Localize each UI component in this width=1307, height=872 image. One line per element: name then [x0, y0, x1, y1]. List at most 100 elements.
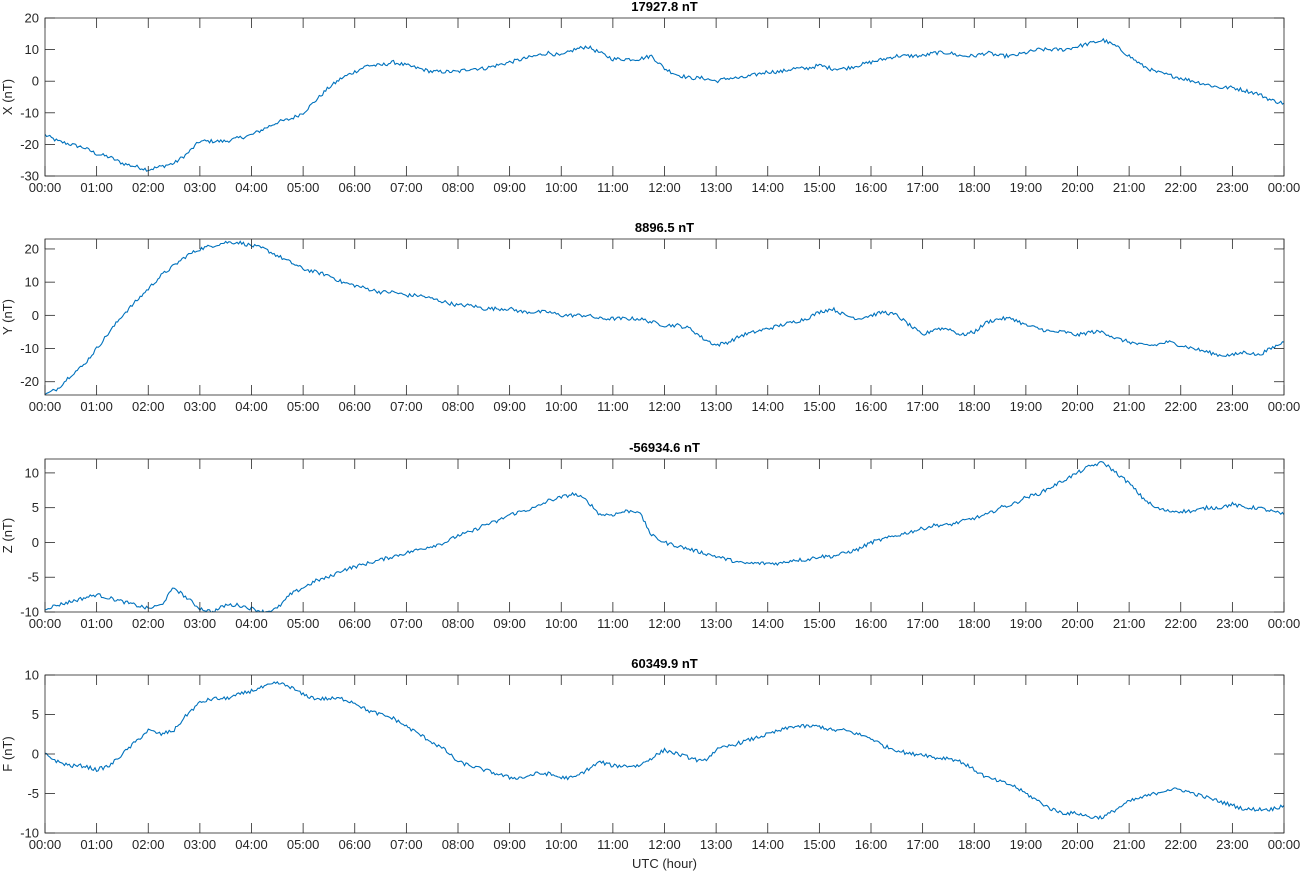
x-tick-label-z-16: 16:00 — [855, 616, 888, 631]
x-tick-label-z-7: 07:00 — [390, 616, 423, 631]
x-tick-label-z-2: 02:00 — [132, 616, 165, 631]
x-tick-label-x-23: 23:00 — [1216, 180, 1249, 195]
x-tick-label-f-12: 12:00 — [648, 837, 681, 852]
x-tick-label-y-21: 21:00 — [1113, 399, 1146, 414]
x-tick-label-y-3: 03:00 — [184, 399, 217, 414]
x-tick-label-f-8: 08:00 — [442, 837, 475, 852]
y-tick-label-x-5: 20 — [25, 11, 39, 26]
y-tick-label-y-4: 20 — [25, 241, 39, 256]
y-tick-label-z-1: -5 — [27, 570, 39, 585]
x-tick-label-z-3: 03:00 — [184, 616, 217, 631]
x-tick-label-x-3: 03:00 — [184, 180, 217, 195]
x-tick-label-f-15: 15:00 — [803, 837, 836, 852]
y-tick-label-x-4: 10 — [25, 42, 39, 57]
x-tick-label-f-6: 06:00 — [338, 837, 371, 852]
x-tick-label-x-1: 01:00 — [80, 180, 113, 195]
x-tick-label-f-24: 00:00 — [1268, 837, 1301, 852]
y-tick-label-x-2: -10 — [20, 105, 39, 120]
x-tick-label-y-15: 15:00 — [803, 399, 836, 414]
x-tick-label-x-7: 07:00 — [390, 180, 423, 195]
panel-title-z: -56934.6 nT — [629, 440, 700, 455]
series-line-y — [45, 240, 1284, 395]
x-tick-label-y-8: 08:00 — [442, 399, 475, 414]
x-tick-label-x-16: 16:00 — [855, 180, 888, 195]
x-tick-label-z-9: 09:00 — [493, 616, 526, 631]
y-tick-label-y-1: -10 — [20, 341, 39, 356]
y-tick-label-y-3: 10 — [25, 275, 39, 290]
x-tick-label-f-10: 10:00 — [545, 837, 578, 852]
x-tick-label-y-17: 17:00 — [906, 399, 939, 414]
x-tick-label-y-10: 10:00 — [545, 399, 578, 414]
x-tick-label-y-20: 20:00 — [1061, 399, 1094, 414]
x-tick-label-f-0: 00:00 — [29, 837, 62, 852]
x-tick-label-z-18: 18:00 — [958, 616, 991, 631]
x-tick-label-x-21: 21:00 — [1113, 180, 1146, 195]
x-tick-label-x-6: 06:00 — [338, 180, 371, 195]
y-axis-label-x: X (nT) — [0, 79, 15, 115]
x-tick-label-f-17: 17:00 — [906, 837, 939, 852]
x-tick-label-y-19: 19:00 — [1010, 399, 1043, 414]
x-tick-label-y-16: 16:00 — [855, 399, 888, 414]
x-tick-label-z-17: 17:00 — [906, 616, 939, 631]
x-tick-label-x-0: 00:00 — [29, 180, 62, 195]
y-tick-label-f-0: -10 — [20, 826, 39, 841]
x-tick-label-f-3: 03:00 — [184, 837, 217, 852]
panel-y: 00:00 01:00 02:00 03:00 04:00 05:00 06:00 07:00… — [0, 220, 1300, 414]
x-tick-label-z-12: 12:00 — [648, 616, 681, 631]
x-tick-label-x-19: 19:00 — [1010, 180, 1043, 195]
series-line-z — [45, 461, 1284, 612]
y-tick-label-f-3: 5 — [32, 707, 39, 722]
x-tick-label-x-9: 09:00 — [493, 180, 526, 195]
x-tick-label-z-8: 08:00 — [442, 616, 475, 631]
y-tick-label-x-1: -20 — [20, 137, 39, 152]
x-tick-label-x-22: 22:00 — [1164, 180, 1197, 195]
x-tick-label-y-9: 09:00 — [493, 399, 526, 414]
x-tick-label-z-5: 05:00 — [287, 616, 320, 631]
x-tick-label-f-4: 04:00 — [235, 837, 268, 852]
x-tick-label-x-15: 15:00 — [803, 180, 836, 195]
x-tick-label-f-1: 01:00 — [80, 837, 113, 852]
x-tick-label-f-2: 02:00 — [132, 837, 165, 852]
y-tick-label-z-3: 5 — [32, 500, 39, 515]
x-tick-label-y-13: 13:00 — [700, 399, 733, 414]
panel-title-x: 17927.8 nT — [631, 0, 698, 14]
y-tick-label-f-1: -5 — [27, 786, 39, 801]
x-tick-label-x-2: 02:00 — [132, 180, 165, 195]
x-tick-label-x-8: 08:00 — [442, 180, 475, 195]
x-tick-label-z-20: 20:00 — [1061, 616, 1094, 631]
x-tick-label-f-21: 21:00 — [1113, 837, 1146, 852]
x-tick-label-x-13: 13:00 — [700, 180, 733, 195]
y-axis-label-y: Y (nT) — [0, 299, 15, 335]
x-tick-label-z-24: 00:00 — [1268, 616, 1301, 631]
x-tick-label-f-23: 23:00 — [1216, 837, 1249, 852]
x-tick-label-y-6: 06:00 — [338, 399, 371, 414]
x-tick-label-f-14: 14:00 — [751, 837, 784, 852]
panel-x: 00:00 01:00 02:00 03:00 04:00 05:00 06:00 07:00… — [0, 0, 1300, 195]
series-line-f — [45, 680, 1284, 821]
y-tick-label-z-0: -10 — [20, 605, 39, 620]
series-line-x — [45, 37, 1284, 172]
panel-title-y: 8896.5 nT — [635, 220, 694, 235]
x-tick-label-y-22: 22:00 — [1164, 399, 1197, 414]
x-axis-label: UTC (hour) — [632, 856, 697, 871]
x-tick-label-y-12: 12:00 — [648, 399, 681, 414]
axes-box-f — [44, 674, 1285, 834]
y-axis-label-z: Z (nT) — [0, 518, 15, 553]
x-tick-label-z-4: 04:00 — [235, 616, 268, 631]
x-tick-label-f-20: 20:00 — [1061, 837, 1094, 852]
x-tick-label-y-11: 11:00 — [597, 399, 629, 414]
x-tick-label-z-10: 10:00 — [545, 616, 578, 631]
panel-z: 00:00 01:00 02:00 03:00 04:00 05:00 06:00 07:00… — [0, 440, 1300, 631]
x-tick-label-z-19: 19:00 — [1010, 616, 1043, 631]
x-tick-label-x-14: 14:00 — [751, 180, 784, 195]
y-tick-label-z-2: 0 — [32, 535, 39, 550]
x-tick-label-f-22: 22:00 — [1164, 837, 1197, 852]
x-tick-label-x-20: 20:00 — [1061, 180, 1094, 195]
x-tick-label-z-1: 01:00 — [80, 616, 113, 631]
x-tick-label-y-7: 07:00 — [390, 399, 423, 414]
y-tick-label-y-2: 0 — [32, 308, 39, 323]
y-tick-label-y-0: -20 — [20, 374, 39, 389]
x-tick-label-x-5: 05:00 — [287, 180, 320, 195]
panel-title-f: 60349.9 nT — [631, 656, 698, 671]
